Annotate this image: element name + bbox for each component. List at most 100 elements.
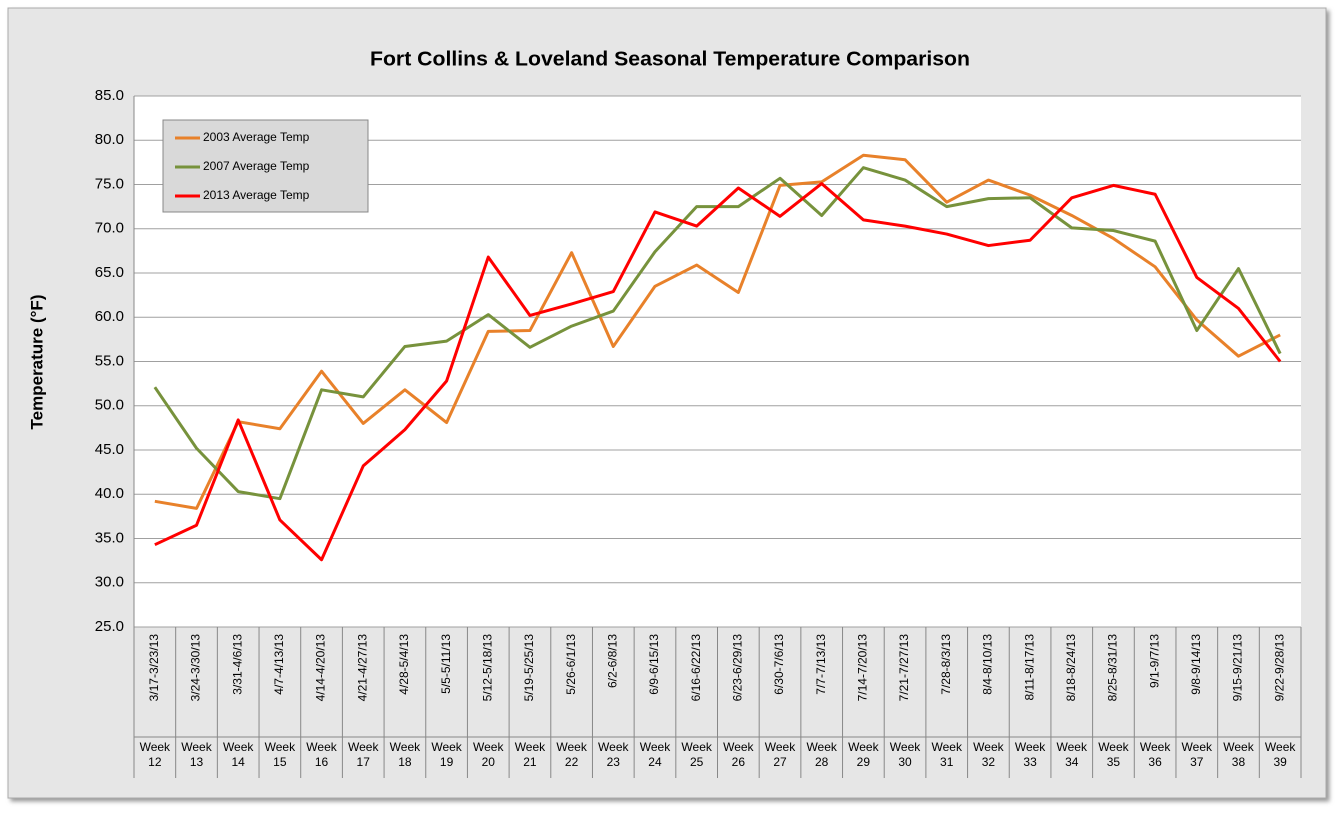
x-tick-label: 8/25-8/31/13 — [1106, 634, 1120, 702]
x-tick-label: 7/28-8/3/13 — [939, 634, 953, 695]
week-label-box: Week 30 — [889, 740, 921, 769]
week-label-box: Week 18 — [389, 740, 421, 769]
week-label-box: Week 27 — [764, 740, 796, 769]
week-label: Week 12 — [139, 740, 171, 769]
week-label: Week 30 — [889, 740, 921, 769]
week-label-box: Week 34 — [1056, 740, 1087, 769]
chart-title: Fort Collins & Loveland Seasonal Tempera… — [370, 48, 970, 70]
y-tick-label: 80.0 — [95, 131, 124, 148]
x-tick-label: 9/15-9/21/13 — [1231, 634, 1245, 702]
x-tick-label: 9/1-9/7/13 — [1147, 634, 1161, 688]
x-tick-label: 5/12-5/18/13 — [480, 634, 494, 702]
y-tick-label: 55.0 — [95, 352, 124, 369]
week-label-box: Week 16 — [306, 740, 337, 769]
week-label: Week 27 — [764, 740, 796, 769]
week-label-box: Week 38 — [1223, 740, 1254, 769]
week-label-box: Week 36 — [1139, 740, 1171, 769]
x-tick-label: 8/4-8/10/13 — [981, 634, 995, 695]
week-label: Week 16 — [306, 740, 337, 769]
y-tick-label: 60.0 — [95, 308, 124, 325]
week-label: Week 19 — [431, 740, 462, 769]
x-tick-label: 6/16-6/22/13 — [689, 634, 703, 702]
y-tick-label: 40.0 — [95, 485, 124, 502]
week-label-box: Week 28 — [806, 740, 837, 769]
x-tick-label: 6/2-6/8/13 — [605, 634, 619, 688]
week-label-box: Week 22 — [556, 740, 587, 769]
x-tick-label: 9/22-9/28/13 — [1272, 634, 1286, 702]
week-label-box: Week 32 — [973, 740, 1004, 769]
week-label: Week 34 — [1056, 740, 1087, 769]
week-label-box: Week 26 — [723, 740, 754, 769]
y-tick-label: 85.0 — [95, 87, 124, 104]
y-tick-label: 75.0 — [95, 175, 124, 192]
week-label-box: Week 21 — [514, 740, 546, 769]
week-label: Week 39 — [1264, 740, 1296, 769]
week-label-box: Week 33 — [1014, 740, 1046, 769]
week-label: Week 17 — [347, 740, 379, 769]
x-tick-label: 4/14-4/20/13 — [314, 634, 328, 702]
week-label-box: Week 14 — [222, 740, 254, 769]
week-label-box: Week 23 — [598, 740, 629, 769]
week-label: Week 23 — [598, 740, 629, 769]
week-label-box: Week 29 — [848, 740, 879, 769]
week-label-box: Week 12 — [139, 740, 171, 769]
x-tick-label: 6/30-7/6/13 — [772, 634, 786, 695]
legend-label: 2003 Average Temp — [203, 130, 310, 144]
x-tick-label: 6/9-6/15/13 — [647, 634, 661, 695]
week-label: Week 22 — [556, 740, 587, 769]
week-label-box: Week 37 — [1181, 740, 1213, 769]
x-tick-label: 7/14-7/20/13 — [856, 634, 870, 702]
week-label-box: Week 35 — [1098, 740, 1129, 769]
x-tick-label: 9/8-9/14/13 — [1189, 634, 1203, 695]
week-label: Week 14 — [222, 740, 254, 769]
week-label: Week 31 — [931, 740, 962, 769]
week-label: Week 38 — [1223, 740, 1254, 769]
x-tick-label: 4/28-5/4/13 — [397, 634, 411, 695]
week-label: Week 15 — [264, 740, 296, 769]
week-label-box: Week 31 — [931, 740, 962, 769]
week-label: Week 28 — [806, 740, 837, 769]
x-tick-label: 4/21-4/27/13 — [355, 634, 369, 702]
x-tick-label: 7/21-7/27/13 — [897, 634, 911, 702]
week-label: Week 32 — [973, 740, 1004, 769]
y-tick-label: 50.0 — [95, 397, 124, 414]
week-label: Week 33 — [1014, 740, 1046, 769]
series-line — [154, 182, 1282, 562]
x-tick-label: 8/11-8/17/13 — [1022, 634, 1036, 701]
week-label: Week 20 — [473, 740, 504, 769]
week-label: Week 29 — [848, 740, 879, 769]
y-tick-label: 25.0 — [95, 618, 124, 635]
x-tick-label: 7/7-7/13/13 — [814, 634, 828, 695]
week-label: Week 21 — [514, 740, 546, 769]
week-label-box: Week 20 — [473, 740, 504, 769]
week-label: Week 36 — [1139, 740, 1171, 769]
week-label: Week 18 — [389, 740, 421, 769]
x-tick-label: 3/17-3/23/13 — [147, 634, 161, 702]
x-tick-label: 3/24-3/30/13 — [189, 634, 203, 702]
legend-label: 2007 Average Temp — [203, 159, 310, 173]
legend-label: 2013 Average Temp — [203, 188, 310, 202]
x-tick-label: 4/7-4/13/13 — [272, 634, 286, 695]
y-tick-label: 35.0 — [95, 529, 124, 546]
week-label: Week 24 — [639, 740, 671, 769]
week-label: Week 13 — [181, 740, 212, 769]
week-label: Week 26 — [723, 740, 754, 769]
x-tick-label: 3/31-4/6/13 — [230, 634, 244, 695]
week-label: Week 35 — [1098, 740, 1129, 769]
week-label-box: Week 15 — [264, 740, 296, 769]
week-label: Week 25 — [681, 740, 712, 769]
x-tick-label: 6/23-6/29/13 — [731, 634, 745, 702]
week-label-box: Week 25 — [681, 740, 712, 769]
y-tick-label: 65.0 — [95, 264, 124, 281]
y-tick-label: 45.0 — [95, 441, 124, 458]
week-label: Week 37 — [1181, 740, 1213, 769]
x-tick-label: 5/19-5/25/13 — [522, 634, 536, 702]
x-tick-label: 5/26-6/1/13 — [564, 634, 578, 695]
week-label-box: Week 17 — [347, 740, 379, 769]
week-label-box: Week 24 — [639, 740, 671, 769]
x-tick-label: 8/18-8/24/13 — [1064, 634, 1078, 702]
x-tick-label: 5/5-5/11/13 — [439, 634, 453, 694]
week-label-box: Week 19 — [431, 740, 462, 769]
week-label-box: Week 13 — [181, 740, 212, 769]
